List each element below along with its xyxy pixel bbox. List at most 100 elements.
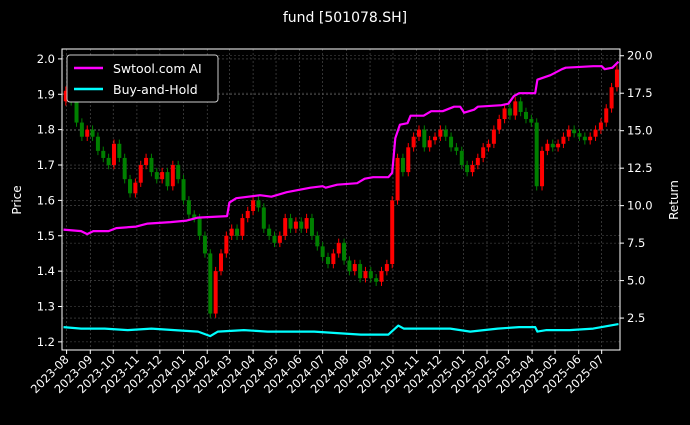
candle-body (582, 136, 587, 141)
candle-body (85, 129, 90, 137)
candle-body (160, 172, 165, 180)
candles (63, 65, 619, 318)
y-axis-label-left: Price (10, 185, 24, 214)
candle-body (347, 260, 352, 272)
candle-body (523, 111, 528, 120)
candle-body (192, 214, 197, 219)
candle-body (609, 87, 614, 109)
candle-body (529, 119, 534, 123)
candle-body (443, 129, 448, 137)
candle-body (320, 246, 325, 257)
candle-body (588, 136, 593, 141)
y-tick-label-right: 15.0 (627, 124, 653, 138)
candle-body (545, 143, 550, 151)
return-lines (63, 60, 620, 338)
candle-body (593, 129, 598, 137)
candle-body (561, 136, 566, 144)
candle-body (138, 165, 143, 183)
candle-body (197, 218, 202, 236)
candle-body (235, 228, 240, 236)
candle-body (534, 122, 539, 187)
candle-body (170, 165, 175, 187)
strategy-return-line (63, 60, 620, 236)
candle-body (326, 256, 331, 265)
candle-body (416, 129, 421, 137)
candle-body (572, 129, 577, 134)
candle-body (454, 147, 459, 151)
candle-body (261, 207, 266, 229)
y-tick-label-right: 20.0 (627, 49, 653, 63)
candle-body (176, 165, 181, 180)
candle-body (95, 136, 100, 151)
candle-body (251, 200, 256, 211)
candle-body (165, 172, 170, 187)
candle-body (272, 235, 277, 243)
candle-body (245, 210, 250, 219)
candle-body (400, 157, 405, 173)
y-axis-label-right: Return (667, 180, 681, 220)
candle-body (513, 101, 518, 116)
candle-body (486, 143, 491, 148)
candle-body (406, 147, 411, 173)
candle-body (459, 150, 464, 166)
candle-body (63, 90, 68, 102)
candle-body (90, 129, 95, 137)
candle-body (438, 129, 443, 137)
candle-body (283, 218, 288, 236)
candle-body (379, 271, 384, 282)
candle-body (144, 157, 149, 166)
candle-body (267, 228, 272, 236)
plot-frame (61, 48, 621, 351)
candle-body (299, 221, 304, 229)
candle-body (358, 264, 363, 279)
candle-body (229, 228, 234, 236)
candle-body (395, 157, 400, 201)
candle-body (202, 235, 207, 254)
candle-body (540, 150, 545, 187)
y-tick-label-left: 1.6 (37, 193, 55, 207)
candle-body (186, 200, 191, 215)
candle-body (497, 119, 502, 130)
candle-body (288, 218, 293, 229)
candle-body (208, 253, 213, 314)
candle-body (491, 129, 496, 144)
candle-body (154, 172, 159, 180)
y-tick-label-left: 1.8 (37, 123, 55, 137)
candle-body (224, 235, 229, 254)
candle-body (604, 108, 609, 123)
candle-body (133, 182, 138, 194)
y-tick-label-left: 1.4 (37, 264, 55, 278)
candle-body (363, 271, 368, 279)
y-tick-label-left: 1.3 (37, 299, 55, 313)
candle-body (304, 218, 309, 229)
y-tick-label-right: 12.5 (627, 161, 653, 175)
candle-body (577, 133, 582, 137)
candle-body (374, 278, 379, 282)
candle-body (117, 143, 122, 158)
candle-body (475, 157, 480, 166)
candle-body (240, 218, 245, 236)
y-tick-label-left: 1.2 (37, 335, 55, 349)
candle-body (390, 200, 395, 265)
candle-body (101, 150, 106, 158)
candle-body (181, 179, 186, 201)
candle-body (465, 165, 470, 173)
y-tick-label-left: 1.7 (37, 158, 55, 172)
candle-body (502, 108, 507, 120)
candle-body (427, 140, 432, 148)
candle-body (507, 108, 512, 116)
candle-body (449, 136, 454, 148)
buy-and-hold-return-line (63, 323, 619, 338)
legend-label-strategy: Swtool.com AI (113, 61, 202, 76)
candle-body (384, 264, 389, 272)
candle-body (149, 157, 154, 173)
candle-body (79, 122, 84, 137)
candle-body (218, 253, 223, 272)
candle-body (277, 235, 282, 243)
candle-body (309, 218, 314, 236)
y-tick-label-right: 7.5 (627, 236, 645, 250)
candle-body (433, 136, 438, 141)
candle-body (566, 129, 571, 137)
chart-title: fund [501078.SH] (283, 10, 407, 26)
